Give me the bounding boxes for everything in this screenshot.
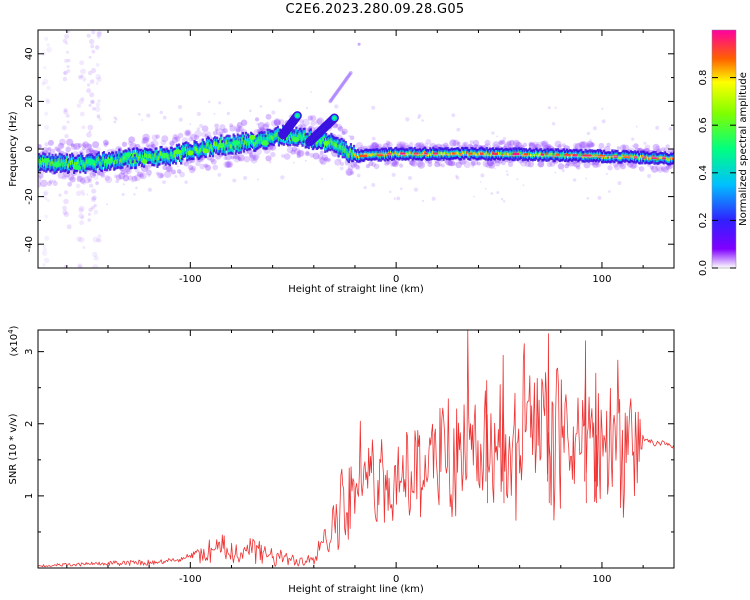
spectrogram-ticks: -100 0 100 -40 -20 0 20 40 [24,29,674,285]
x-tick-label: 0 [393,274,399,285]
x-tick-label: -100 [179,274,202,285]
y-tick-label: -20 [24,188,35,204]
x-tick-label: -100 [179,574,202,585]
svg-text:(x104): (x104) [7,325,20,356]
y-tick-label: 40 [24,47,35,60]
snr-scale-label: (x104) [7,325,20,356]
x-tick-label: 100 [592,574,611,585]
snr-scale-base: (x10 [9,334,20,357]
colorbar-tick-label: 0.8 [698,70,709,86]
snr-y-axis-title: SNR (10 * v/v) [8,413,19,484]
colorbar-tick-label: 0.4 [698,165,709,181]
spectrogram-x-axis-title: Height of straight line (km) [288,284,424,295]
spectrogram-y-axis-title: Frequency (Hz) [8,111,19,187]
y-tick-label: 2 [24,421,35,427]
colorbar-ticks: 0.0 0.2 0.4 0.6 0.8 [698,70,736,276]
colorbar-tick-label: 0.0 [698,260,709,276]
snr-x-axis-title: Height of straight line (km) [288,584,424,595]
spectrogram-panel: -100 0 100 -40 -20 0 20 40 Height of straight l… [8,29,675,295]
snr-series-line [38,330,674,568]
y-tick-label: -40 [24,236,35,252]
y-tick-label: 3 [24,348,35,354]
colorbar: 0.0 0.2 0.4 0.6 0.8 Normalized spectral ampl… [698,29,749,276]
snr-ticks: -100 0 100 1 2 3 [24,330,674,585]
y-tick-label: 20 [24,95,35,108]
colorbar-tick-label: 0.6 [698,117,709,133]
spectrogram-heatmap [38,30,674,268]
chart-title: C2E6.2023.280.09.28.G05 [285,2,465,17]
snr-scale-exponent: 4 [7,329,15,334]
x-tick-label: 100 [592,274,611,285]
colorbar-tick-label: 0.2 [698,212,709,228]
colorbar-gradient [711,29,737,269]
colorbar-label: Normalized spectral amplitude [738,72,749,226]
y-tick-label: 0 [24,146,35,152]
snr-frame [37,329,675,569]
snr-panel: -100 0 100 1 2 3 Height of straight line (km)… [7,325,675,595]
x-tick-label: 0 [393,574,399,585]
y-tick-label: 1 [24,493,35,499]
